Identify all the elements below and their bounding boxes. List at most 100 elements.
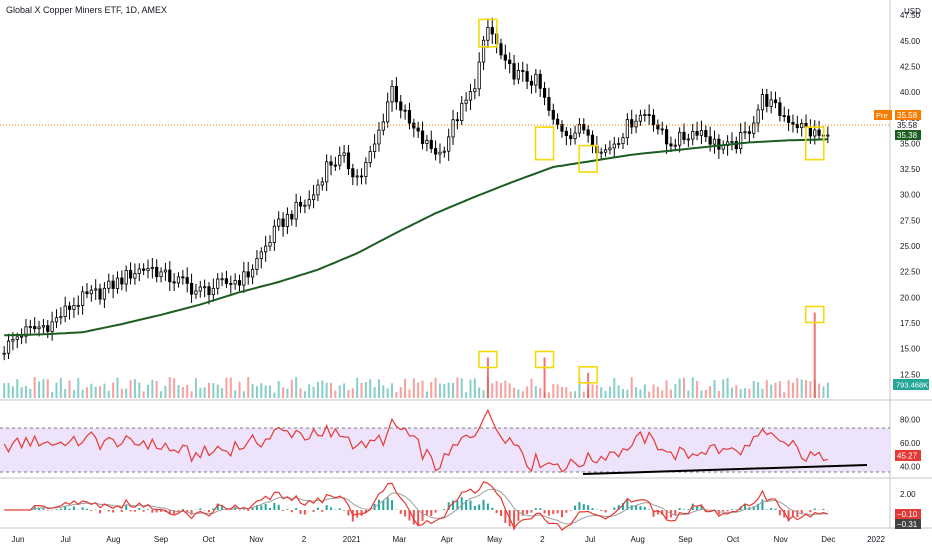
candle-body [320, 181, 324, 186]
candle-body [695, 131, 699, 136]
candle-body [181, 276, 185, 279]
volume-bar [377, 379, 380, 398]
candle-body [817, 129, 821, 136]
macd-hist-bar [517, 510, 520, 521]
candle-body [752, 122, 756, 134]
volume-bar [809, 381, 812, 398]
price-candles[interactable] [2, 17, 830, 361]
candle-body [325, 161, 329, 183]
volume-bar [526, 386, 529, 398]
volume-bar [212, 383, 215, 398]
macd-hist-bar [582, 504, 585, 510]
volume-bar [316, 381, 319, 398]
volume-bar [116, 377, 119, 398]
volume-bar [761, 388, 764, 398]
time-axis[interactable]: Jun Jul Aug Sep Oct Nov 2 2021 Mar Apr May 2 Jul Aug S… [12, 535, 886, 544]
candle-body [756, 109, 760, 124]
volume-bar [55, 382, 58, 398]
candle-body [651, 114, 656, 126]
volume-bars [3, 312, 829, 398]
macd-hist-bar [648, 509, 651, 510]
candle-body [6, 340, 11, 354]
macd-hist-bar [800, 510, 803, 514]
volume-highlight-box [478, 350, 498, 369]
macd-hist-bar [138, 508, 141, 510]
price-tick-label: 20.00 [900, 293, 921, 302]
candle-body [85, 291, 89, 295]
candle-body [638, 114, 643, 122]
macd-hist-bar [181, 508, 184, 510]
volume-bar [356, 377, 359, 398]
macd-hist-bar [208, 510, 210, 513]
volume-bar [286, 388, 289, 398]
candle-body [351, 168, 355, 178]
time-tick-label: Nov [774, 535, 788, 544]
macd-hist-bar [85, 508, 88, 510]
macd-hist-bar [133, 510, 136, 512]
macd-hist-bar [221, 505, 224, 510]
volume-spike [813, 312, 816, 398]
volume-bar [826, 382, 829, 398]
moving-average-line [4, 138, 828, 337]
currency-label[interactable]: USD [904, 7, 921, 16]
candle-body [599, 151, 603, 154]
candle-body [630, 119, 634, 128]
volume-value: 793.468K [896, 381, 928, 390]
candle-body [747, 131, 751, 134]
candle-body [556, 118, 560, 125]
price-tick-label: 47.50 [900, 11, 921, 20]
pre-value-bg [895, 110, 921, 120]
candle-body [808, 126, 812, 137]
macd-hist-bar [696, 505, 699, 510]
volume-bar [683, 377, 686, 398]
candle-body [50, 321, 54, 332]
candle-body [704, 130, 708, 138]
volume-bar [404, 378, 407, 398]
volume-bar [630, 377, 633, 398]
macd-hist-bar [486, 503, 489, 510]
candle-body [394, 85, 398, 103]
volume-spike [486, 357, 489, 398]
candle-body [499, 43, 503, 56]
candle-body [416, 127, 420, 132]
rsi-axis[interactable]: 80.00 60.00 40.00 [900, 416, 921, 472]
time-tick-label: 2 [540, 535, 545, 544]
candle-body [137, 268, 141, 274]
price-axis[interactable]: 47.5045.0042.5040.0037.5035.0032.5030.00… [900, 11, 921, 379]
candle-body [285, 213, 290, 227]
candle-body [608, 147, 612, 151]
time-tick-label: Jul [61, 535, 71, 544]
volume-bar [805, 380, 808, 398]
candle-body [346, 152, 351, 170]
time-tick-label: Dec [821, 535, 835, 544]
volume-bar [513, 387, 516, 398]
candle-body [534, 73, 538, 86]
close-value: 35.58 [897, 121, 918, 130]
macd-hist-bar [72, 506, 75, 510]
volume-bar [177, 385, 180, 398]
volume-bar [330, 382, 333, 398]
macd-hist-bar [112, 510, 115, 513]
candle-body [272, 225, 276, 243]
candle-body [420, 130, 425, 144]
macd-hist-bar [687, 509, 690, 510]
volume-bar [399, 387, 402, 398]
volume-bar [765, 380, 768, 398]
price-tick-label: 27.50 [900, 216, 921, 225]
time-tick-label: Sep [154, 535, 169, 544]
volume-bar [713, 379, 716, 398]
macd-axis[interactable]: 2.00 [900, 490, 916, 499]
volume-bar [730, 387, 733, 398]
volume-bar [46, 379, 49, 398]
macd-hist-bar [216, 503, 219, 510]
macd-hist-bar [643, 506, 646, 510]
volume-bar [395, 391, 398, 398]
candle-body [128, 269, 133, 279]
volume-bar [473, 378, 476, 398]
candle-body [98, 288, 102, 300]
rsi-trendline[interactable] [582, 464, 868, 475]
macd-hist-bar [277, 504, 280, 510]
candle-body [298, 201, 303, 207]
volume-bar [560, 386, 563, 398]
